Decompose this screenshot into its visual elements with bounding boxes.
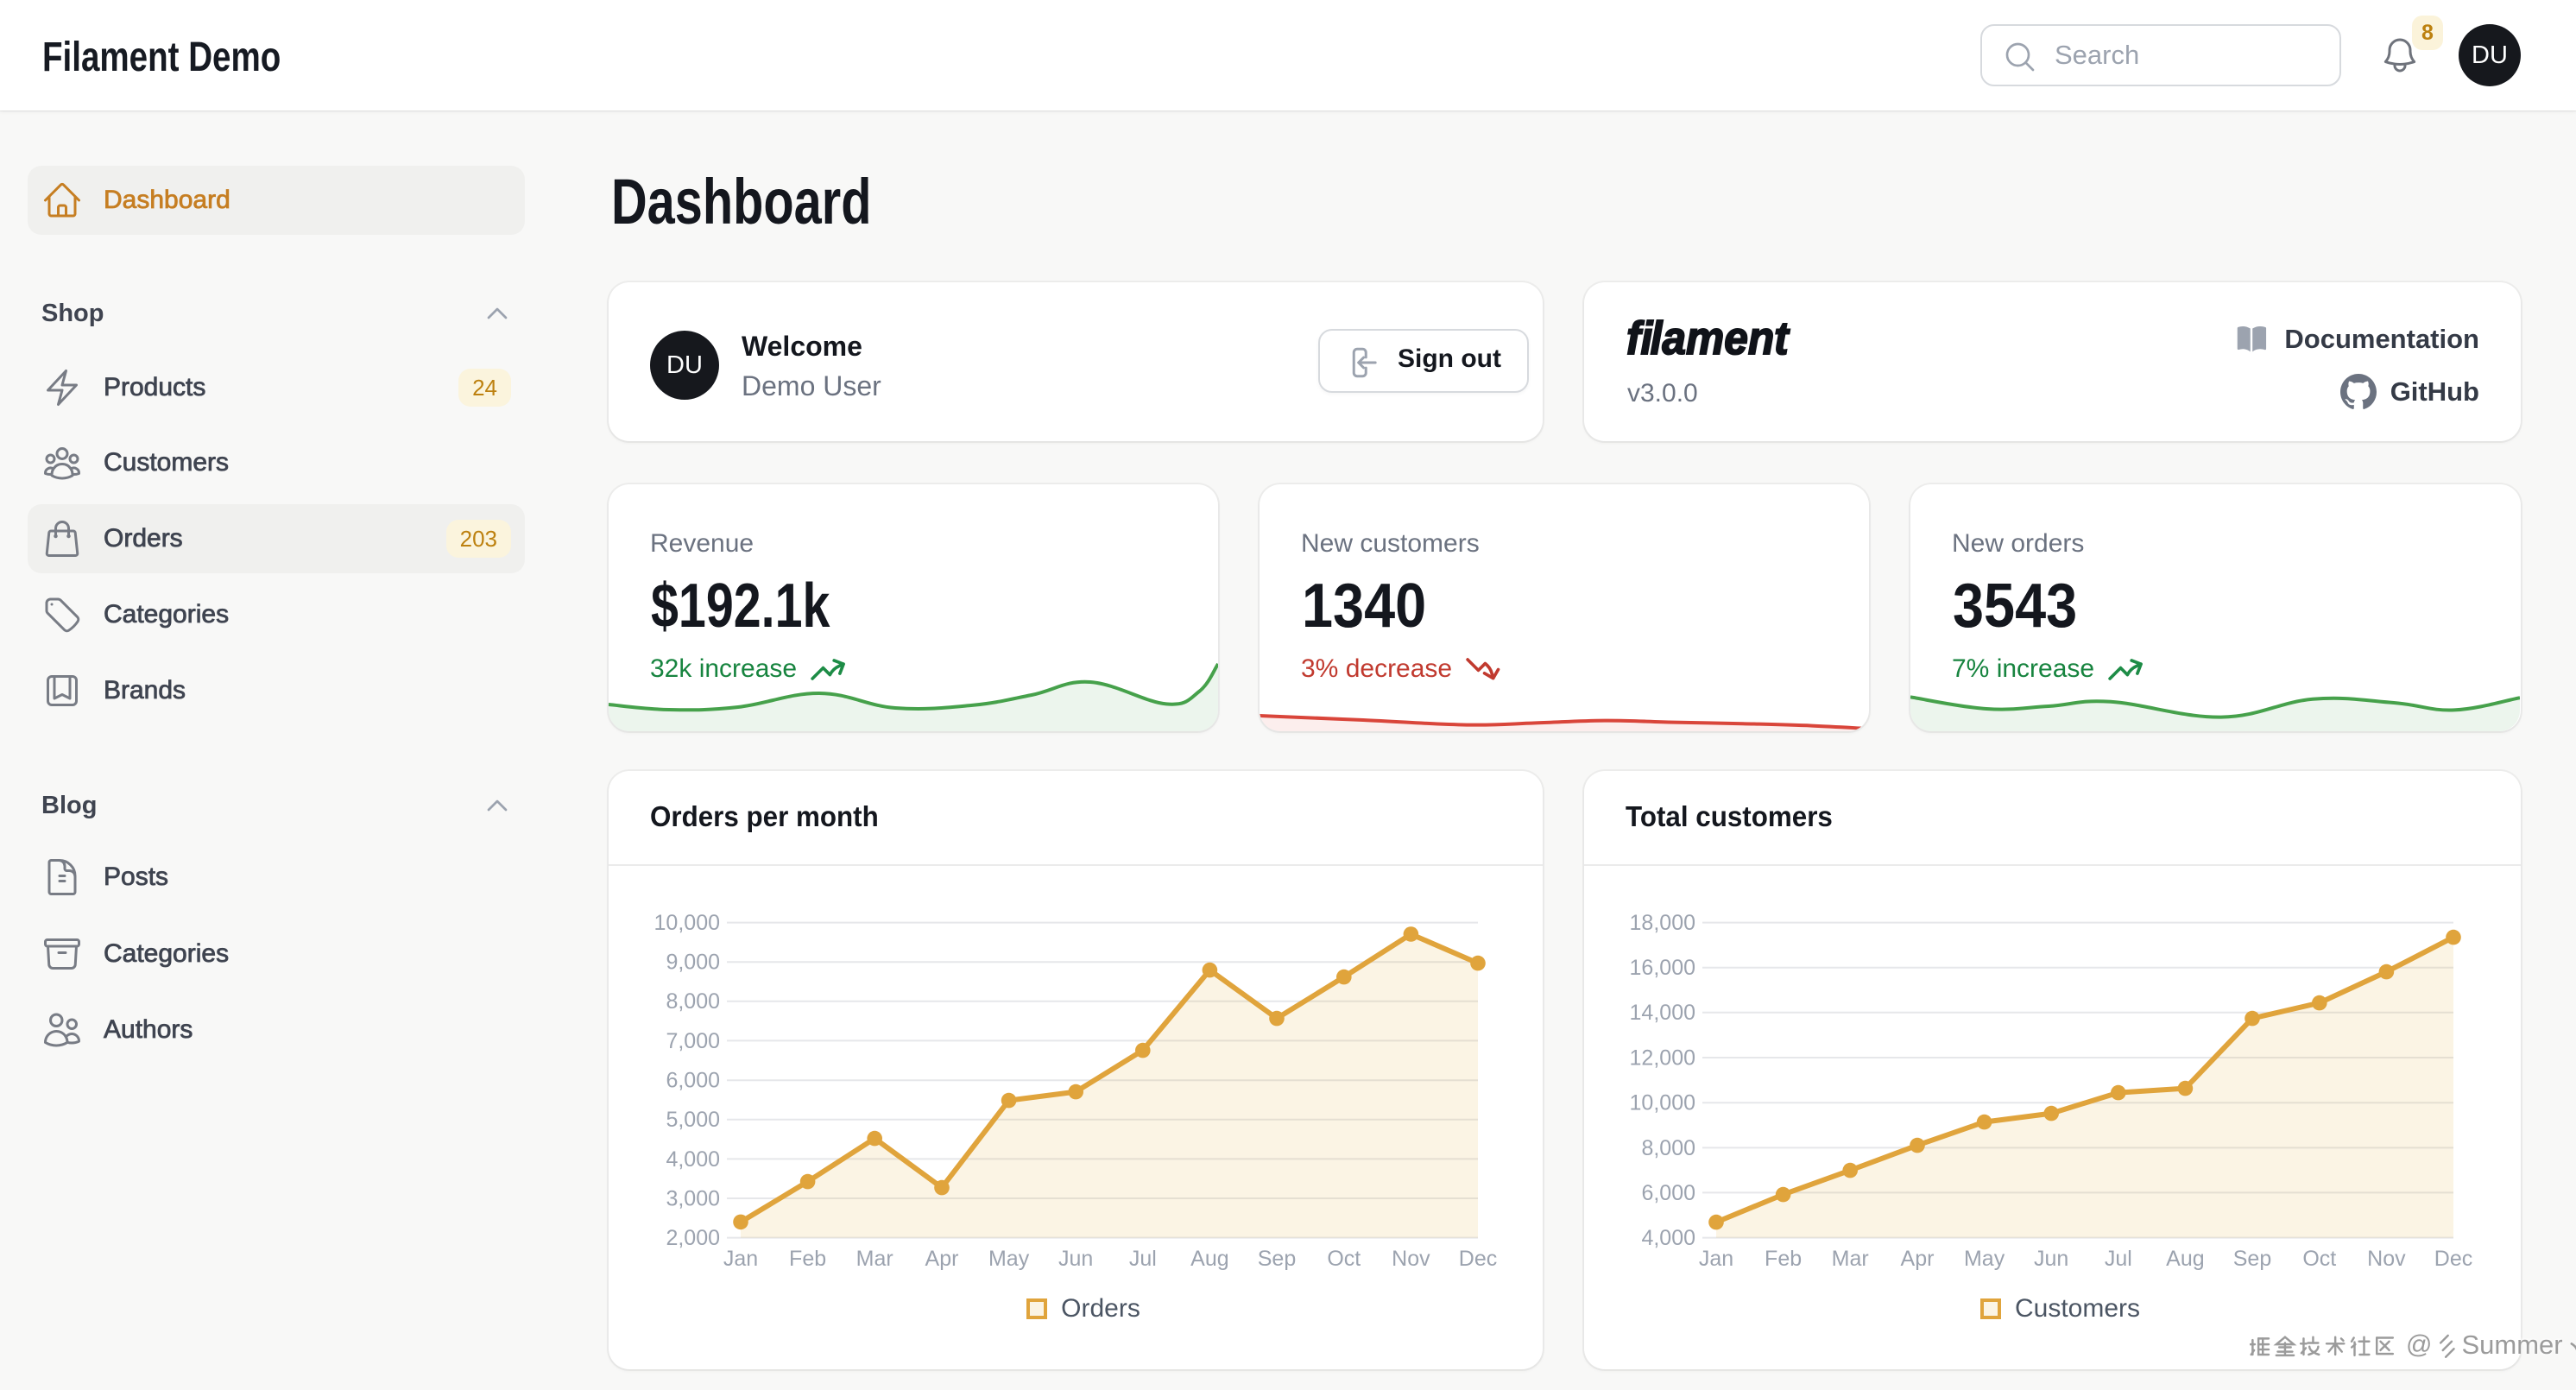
svg-text:4,000: 4,000 <box>666 1147 720 1172</box>
svg-text:7,000: 7,000 <box>666 1029 720 1053</box>
svg-text:12,000: 12,000 <box>1630 1046 1695 1071</box>
svg-text:Aug: Aug <box>2166 1247 2204 1271</box>
svg-text:Oct: Oct <box>1327 1247 1361 1271</box>
svg-text:6,000: 6,000 <box>666 1069 720 1093</box>
svg-text:Nov: Nov <box>2367 1247 2406 1271</box>
svg-text:May: May <box>1964 1247 2005 1271</box>
svg-text:Jun: Jun <box>2034 1247 2068 1271</box>
svg-text:18,000: 18,000 <box>1630 911 1695 935</box>
svg-text:Jan: Jan <box>723 1247 758 1271</box>
svg-text:14,000: 14,000 <box>1630 1001 1695 1026</box>
svg-text:Feb: Feb <box>1765 1247 1802 1271</box>
svg-text:3,000: 3,000 <box>666 1187 720 1211</box>
svg-text:Jul: Jul <box>2105 1247 2132 1271</box>
svg-text:Jul: Jul <box>1129 1247 1157 1271</box>
svg-text:Apr: Apr <box>1901 1247 1935 1271</box>
svg-text:Dec: Dec <box>2434 1247 2472 1271</box>
svg-text:Nov: Nov <box>1392 1247 1430 1271</box>
svg-text:2,000: 2,000 <box>666 1226 720 1250</box>
svg-text:6,000: 6,000 <box>1641 1181 1695 1205</box>
svg-text:9,000: 9,000 <box>666 951 720 975</box>
svg-text:Mar: Mar <box>1832 1247 1869 1271</box>
svg-text:10,000: 10,000 <box>654 911 720 935</box>
svg-text:Aug: Aug <box>1190 1247 1228 1271</box>
svg-text:Oct: Oct <box>2302 1247 2336 1271</box>
svg-text:Jan: Jan <box>1699 1247 1733 1271</box>
svg-text:Feb: Feb <box>789 1247 826 1271</box>
svg-text:May: May <box>988 1247 1030 1271</box>
svg-text:Mar: Mar <box>856 1247 893 1271</box>
svg-text:Jun: Jun <box>1058 1247 1093 1271</box>
svg-text:Apr: Apr <box>925 1247 959 1271</box>
svg-text:Sep: Sep <box>2233 1247 2271 1271</box>
svg-text:Sep: Sep <box>1258 1247 1296 1271</box>
svg-text:5,000: 5,000 <box>666 1109 720 1133</box>
svg-text:10,000: 10,000 <box>1630 1091 1695 1115</box>
svg-text:8,000: 8,000 <box>1641 1136 1695 1160</box>
svg-text:4,000: 4,000 <box>1641 1226 1695 1250</box>
svg-text:16,000: 16,000 <box>1630 957 1695 981</box>
svg-text:Dec: Dec <box>1459 1247 1497 1271</box>
svg-text:8,000: 8,000 <box>666 990 720 1014</box>
